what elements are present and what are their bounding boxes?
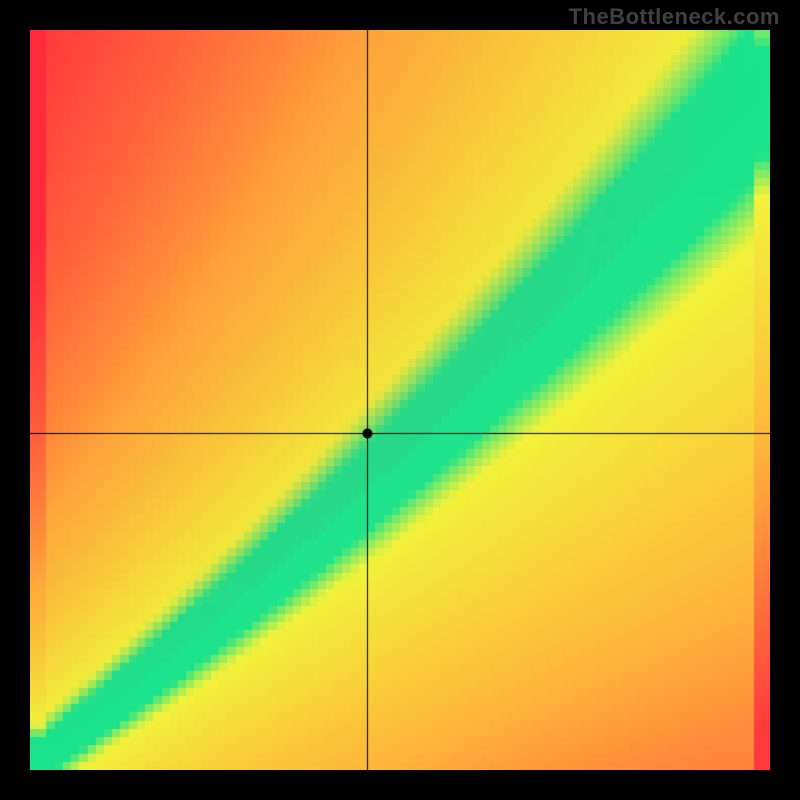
watermark-text: TheBottleneck.com <box>569 4 780 30</box>
chart-container: TheBottleneck.com <box>0 0 800 800</box>
bottleneck-heatmap <box>30 30 770 770</box>
